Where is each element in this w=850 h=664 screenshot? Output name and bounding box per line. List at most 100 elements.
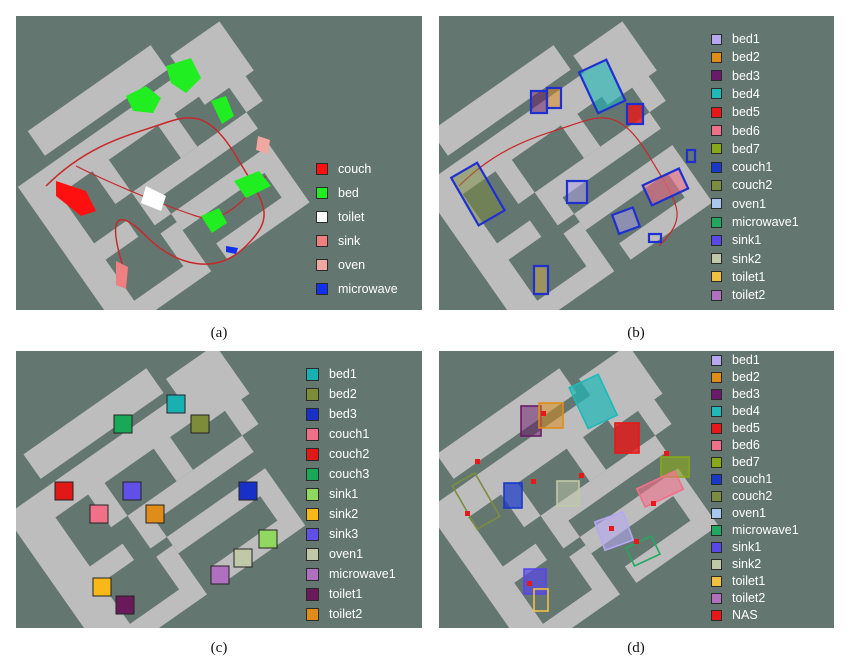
legend-swatch xyxy=(711,558,722,570)
legend-label: oven1 xyxy=(732,506,767,520)
legend-label: couch2 xyxy=(732,489,773,503)
legend-label: microwave1 xyxy=(732,523,799,537)
legend-label: sink1 xyxy=(732,540,762,554)
legend-label: bed2 xyxy=(329,387,357,401)
legend-label: microwave1 xyxy=(329,567,396,581)
legend-item-d: toilet1 xyxy=(711,574,765,588)
legend-item-c: oven1 xyxy=(306,547,363,561)
legend-item-d: couch2 xyxy=(711,489,772,503)
legend-item-b: bed2 xyxy=(711,50,760,64)
legend-label: toilet1 xyxy=(732,574,766,588)
floorplan-b xyxy=(439,21,713,310)
legend-label: bed1 xyxy=(732,32,760,46)
legend-label: bed6 xyxy=(732,123,760,138)
map-c xyxy=(16,351,306,628)
legend-swatch xyxy=(316,163,328,175)
legend-label: toilet xyxy=(338,210,365,224)
legend-item-b: bed3 xyxy=(711,69,760,83)
legend-swatch xyxy=(711,473,722,485)
legend-item-b: sink1 xyxy=(711,233,761,247)
legend-label: toilet1 xyxy=(329,587,363,601)
legend-swatch xyxy=(306,507,319,521)
caption-b: (b) xyxy=(627,325,645,341)
legend-swatch xyxy=(711,541,722,553)
legend-label: bed5 xyxy=(732,105,760,120)
legend-item-d: NAS xyxy=(711,608,758,622)
legend-swatch xyxy=(306,427,319,441)
legend-swatch xyxy=(711,106,722,118)
legend-item-d: bed6 xyxy=(711,438,760,452)
legend-item-d: sink1 xyxy=(711,540,761,554)
legend-label: NAS xyxy=(732,608,758,622)
legend-item-c: sink2 xyxy=(306,507,358,521)
legend-swatch xyxy=(711,289,722,301)
legend-item-b: bed4 xyxy=(711,87,760,101)
legend-item-b: sink2 xyxy=(711,252,761,266)
legend-swatch xyxy=(711,609,722,621)
map-d xyxy=(439,351,719,628)
legend-label: toilet1 xyxy=(732,269,766,284)
legend-swatch xyxy=(306,447,319,461)
legend-label: couch2 xyxy=(329,447,370,461)
legend-swatch xyxy=(316,283,328,295)
legend-swatch xyxy=(711,143,722,155)
legend-label: microwave1 xyxy=(732,215,799,229)
legend-label: couch1 xyxy=(732,472,773,486)
legend-label: bed7 xyxy=(732,141,760,156)
legend-swatch xyxy=(711,125,722,136)
legend-swatch xyxy=(711,354,722,366)
legend-item-a: sink xyxy=(316,234,360,248)
legend-item-b: bed7 xyxy=(711,142,760,156)
legend-item-c: bed2 xyxy=(306,387,357,401)
legend-swatch xyxy=(711,161,722,173)
legend-swatch xyxy=(306,467,319,481)
legend-swatch xyxy=(711,271,722,283)
legend-swatch xyxy=(711,33,722,45)
legend-swatch xyxy=(316,259,328,271)
caption-c: (c) xyxy=(210,640,228,656)
legend-swatch xyxy=(711,405,722,417)
legend-item-d: bed5 xyxy=(711,421,760,435)
legend-item-a: oven xyxy=(316,258,365,272)
legend-label: sink2 xyxy=(732,251,762,266)
legend-item-b: toilet1 xyxy=(711,270,765,284)
legend-label: toilet2 xyxy=(732,288,766,303)
legend-label: bed7 xyxy=(732,455,760,469)
legend-swatch xyxy=(711,439,722,451)
panel-b-object-map: bed1 bed2 bed3 bed4 bed5 bed6 bed7 couch1 couch2… xyxy=(439,16,834,310)
legend-item-c: couch2 xyxy=(306,447,369,461)
panel-a-semantic-map: couch bed toilet sink oven microwave xyxy=(16,16,422,310)
legend-label: oven xyxy=(338,258,366,272)
legend-item-c: microwave1 xyxy=(306,567,396,581)
legend-label: toilet2 xyxy=(329,607,363,621)
legend-swatch xyxy=(711,456,722,468)
legend-swatch xyxy=(711,70,722,82)
legend-item-c: sink3 xyxy=(306,527,358,541)
legend-item-d: bed2 xyxy=(711,370,760,384)
legend-label: sink xyxy=(338,234,361,248)
legend-label: sink3 xyxy=(329,527,359,541)
legend-item-b: oven1 xyxy=(711,197,766,211)
legend-swatch xyxy=(306,407,319,421)
detections-a xyxy=(56,58,271,289)
panel-d-object-map: bed1 bed2 bed3 bed4 bed5 bed6 bed7 couch1 couch2… xyxy=(439,351,834,628)
legend-label: bed4 xyxy=(732,86,760,101)
panel-c-object-map: bed1 bed2 bed3 couch1 couch2 couch3 sink1 sink2… xyxy=(16,351,422,628)
legend-item-a: bed xyxy=(316,186,359,200)
legend-item-b: toilet2 xyxy=(711,288,765,302)
legend-swatch xyxy=(711,388,722,400)
legend-label: sink2 xyxy=(329,507,359,521)
legend-item-a: couch xyxy=(316,162,371,176)
legend-swatch xyxy=(711,198,722,210)
legend-swatch xyxy=(711,234,722,246)
legend-label: bed xyxy=(338,186,359,200)
caption-d: (d) xyxy=(627,640,645,656)
legend-item-c: sink1 xyxy=(306,487,358,501)
legend-swatch xyxy=(711,575,722,587)
legend-item-c: couch1 xyxy=(306,427,369,441)
legend-label: sink1 xyxy=(329,487,359,501)
legend-item-d: sink2 xyxy=(711,557,761,571)
legend-label: couch1 xyxy=(329,427,370,441)
markers-c xyxy=(54,394,278,615)
legend-label: couch1 xyxy=(732,160,773,175)
